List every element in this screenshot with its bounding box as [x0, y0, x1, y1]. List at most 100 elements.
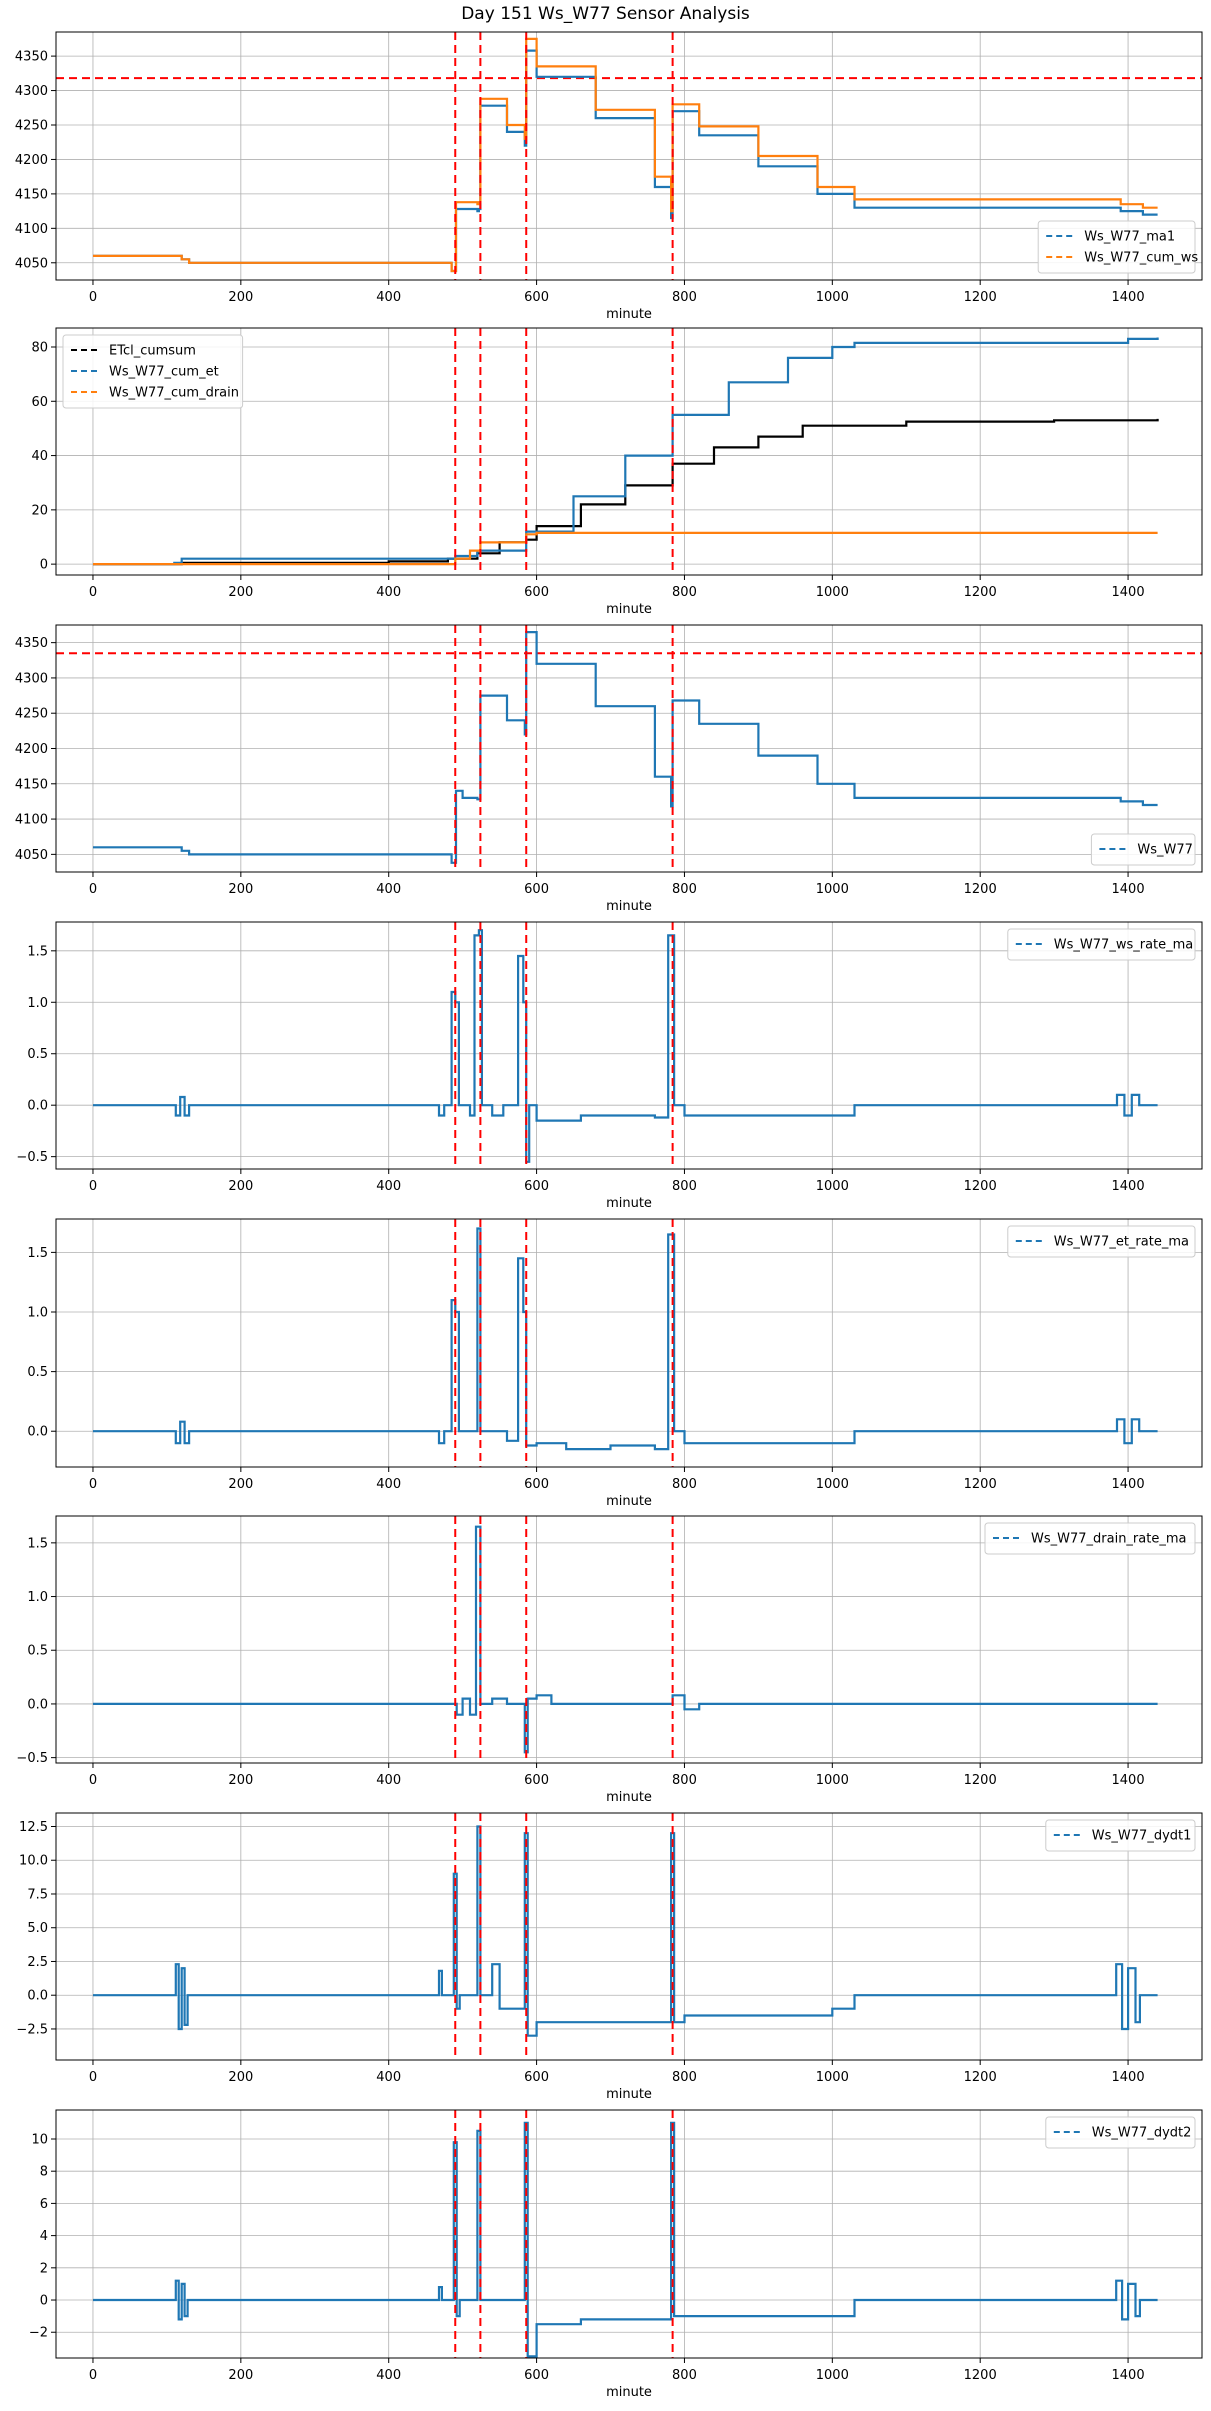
y-tick-label: −2.5 [16, 2022, 48, 2037]
legend-box [1037, 220, 1196, 274]
y-tick-label: 4300 [15, 84, 48, 99]
y-tick-label: 4300 [15, 671, 48, 686]
legend-entry: Ws_W77_et_rate_ma [1054, 1235, 1189, 1250]
plot-area [93, 922, 1158, 1169]
y-tick-label: 1.5 [27, 1536, 48, 1551]
y-tick-label: 0.0 [27, 1697, 48, 1712]
y-tick-label: 4250 [15, 707, 48, 722]
y-tick-label: 1.0 [27, 996, 48, 1011]
y-tick-label: 8 [40, 2165, 48, 2180]
x-tick-label: 0 [89, 2070, 97, 2085]
x-tick-label: 1200 [964, 2070, 997, 2085]
plot-area [93, 1219, 1158, 1467]
x-tick-label: 800 [672, 1179, 697, 1194]
y-tick-label: −0.5 [16, 1150, 48, 1165]
y-tick-label: 1.0 [27, 1306, 48, 1321]
x-tick-label: 1000 [816, 1477, 849, 1492]
x-axis-label: minute [606, 899, 652, 914]
x-tick-label: 1000 [816, 882, 849, 897]
x-tick-label: 0 [89, 585, 97, 600]
legend: Ws_W77_drain_rate_ma [984, 1522, 1196, 1555]
x-tick-label: 800 [672, 290, 697, 305]
x-tick-label: 200 [228, 290, 253, 305]
panel-raw: 0 200 400 600 800 1000 1200 1400 4050 4100 4150 420… [15, 624, 1203, 914]
y-tick-label: 5.0 [27, 1921, 48, 1936]
y-tick-label: 1.0 [27, 1590, 48, 1605]
panel-dydt1: 0 200 400 600 800 1000 1200 1400 −2.5 0.0 2.5 5.0 7.… [16, 1812, 1203, 2102]
x-tick-label: 1200 [964, 290, 997, 305]
legend-entry: ETcl_cumsum [109, 344, 196, 359]
x-tick-label: 200 [228, 882, 253, 897]
legend-entry: Ws_W77_cum_drain [109, 386, 239, 401]
x-axis-label: minute [606, 1790, 652, 1805]
x-tick-label: 1000 [816, 2368, 849, 2383]
y-tick-label: 0.5 [27, 1047, 48, 1062]
series-line-Ws_W77 [93, 631, 1158, 864]
x-axis-label: minute [606, 1196, 652, 1211]
legend: Ws_W77_ws_rate_ma [1007, 928, 1196, 961]
x-axis-label: minute [606, 307, 652, 322]
panel-ws_rate: 0 200 400 600 800 1000 1200 1400 −0.5 0.0 0.5 1.0 1.… [16, 921, 1203, 1211]
x-tick-label: 0 [89, 882, 97, 897]
legend-entry: Ws_W77_dydt2 [1092, 2126, 1192, 2141]
x-tick-label: 1400 [1112, 2070, 1145, 2085]
x-tick-label: 1400 [1112, 882, 1145, 897]
legend-entry: Ws_W77_ma1 [1084, 230, 1175, 245]
x-tick-label: 1200 [964, 2368, 997, 2383]
x-tick-label: 600 [524, 2070, 549, 2085]
y-tick-label: 40 [31, 449, 48, 464]
series-line-Ws_W77_ma1 [93, 49, 1158, 273]
legend-box [1045, 2116, 1196, 2149]
legend-box [1007, 1225, 1196, 1258]
y-tick-label: 4150 [15, 777, 48, 792]
y-tick-label: 4 [40, 2229, 48, 2244]
series-line-Ws_W77_ws_rate_ma [93, 929, 1158, 1163]
axes-frame [55, 327, 1203, 576]
y-tick-label: 4350 [15, 50, 48, 65]
x-tick-label: 800 [672, 2070, 697, 2085]
x-axis-label: minute [606, 2087, 652, 2102]
x-tick-label: 200 [228, 1773, 253, 1788]
y-tick-label: 0.5 [27, 1644, 48, 1659]
x-axis-label: minute [606, 602, 652, 617]
series-line-Ws_W77_dydt1 [93, 1825, 1158, 2037]
x-axis-label: minute [606, 2385, 652, 2400]
series-line-Ws_W77_drain_rate_ma [93, 1525, 1158, 1754]
y-tick-label: 4250 [15, 119, 48, 134]
series-line-Ws_W77_cum_et [93, 337, 1159, 566]
x-tick-label: 200 [228, 1477, 253, 1492]
x-tick-label: 1000 [816, 1179, 849, 1194]
y-tick-label: 10 [31, 2132, 48, 2147]
y-tick-label: 0 [40, 2294, 48, 2309]
y-tick-label: 0.0 [27, 1099, 48, 1114]
y-tick-label: 4050 [15, 256, 48, 271]
legend-box [1045, 1819, 1196, 1852]
x-tick-label: 1400 [1112, 1773, 1145, 1788]
y-tick-label: 10.0 [19, 1854, 48, 1869]
legend-box [1007, 928, 1196, 961]
x-tick-label: 1400 [1112, 1179, 1145, 1194]
y-tick-label: 12.5 [19, 1820, 48, 1835]
x-tick-label: 800 [672, 1773, 697, 1788]
x-tick-label: 600 [524, 585, 549, 600]
panel-et_rate: 0 200 400 600 800 1000 1200 1400 0.0 0.5 1.0 1.5 min… [27, 1218, 1203, 1509]
series-line-Ws_W77_et_rate_ma [93, 1227, 1158, 1451]
legend: Ws_W77_dydt2 [1045, 2116, 1196, 2149]
legend: ETcl_cumsum Ws_W77_cum_et Ws_W77_cum_drain [62, 334, 244, 409]
x-tick-label: 1200 [964, 585, 997, 600]
x-tick-label: 800 [672, 882, 697, 897]
series-line-Ws_W77_cum_ws [93, 37, 1158, 273]
legend-box [62, 334, 244, 409]
x-tick-label: 0 [89, 2368, 97, 2383]
axes-frame [55, 1218, 1203, 1468]
x-tick-label: 1200 [964, 1477, 997, 1492]
axes-frame [55, 31, 1203, 281]
panel-cum: 0 200 400 600 800 1000 1200 1400 0 20 40 60 80 minute… [31, 327, 1203, 617]
y-tick-label: 4100 [15, 222, 48, 237]
plot-area [56, 32, 1202, 280]
x-tick-label: 400 [376, 1179, 401, 1194]
y-tick-label: 1.5 [27, 1246, 48, 1261]
plot-area [93, 2110, 1158, 2358]
legend-box [984, 1522, 1196, 1555]
